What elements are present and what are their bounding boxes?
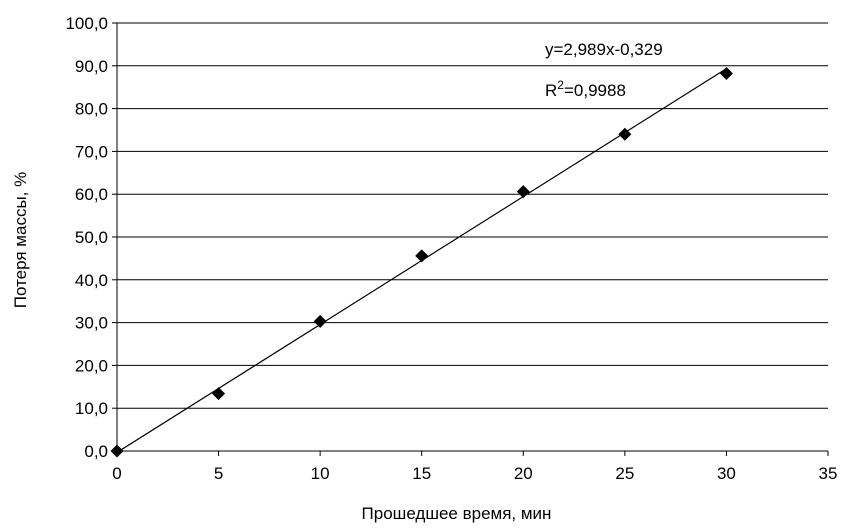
x-tick-label: 25 [615,464,634,483]
x-axis-title: Прошедшее время, мин [362,504,552,523]
y-tick-label: 50,0 [75,228,108,247]
x-tick-label: 30 [717,464,736,483]
data-point [415,249,429,263]
x-tick-label: 20 [514,464,533,483]
y-axis-title: Потеря массы, % [11,172,30,308]
x-tick-label: 15 [412,464,431,483]
y-tick-label: 100,0 [65,14,108,33]
trendline-r2: R2=0,9988 [545,78,626,100]
y-tick-label: 90,0 [75,57,108,76]
data-point [110,444,124,458]
y-tick-label: 70,0 [75,142,108,161]
data-point [618,127,632,141]
y-tick-label: 30,0 [75,314,108,333]
y-tick-label: 80,0 [75,100,108,119]
y-tick-label: 10,0 [75,399,108,418]
y-tick-label: 0,0 [84,442,108,461]
y-tick-label: 60,0 [75,185,108,204]
data-point [516,185,530,199]
x-tick-label: 5 [214,464,223,483]
data-point [719,67,733,81]
trendline-equation: y=2,989x-0,329 [545,40,663,59]
y-tick-label: 40,0 [75,271,108,290]
data-point [313,314,327,328]
x-tick-label: 10 [311,464,330,483]
data-point [212,387,226,401]
y-tick-label: 20,0 [75,356,108,375]
x-tick-label: 35 [819,464,838,483]
x-tick-label: 0 [112,464,121,483]
